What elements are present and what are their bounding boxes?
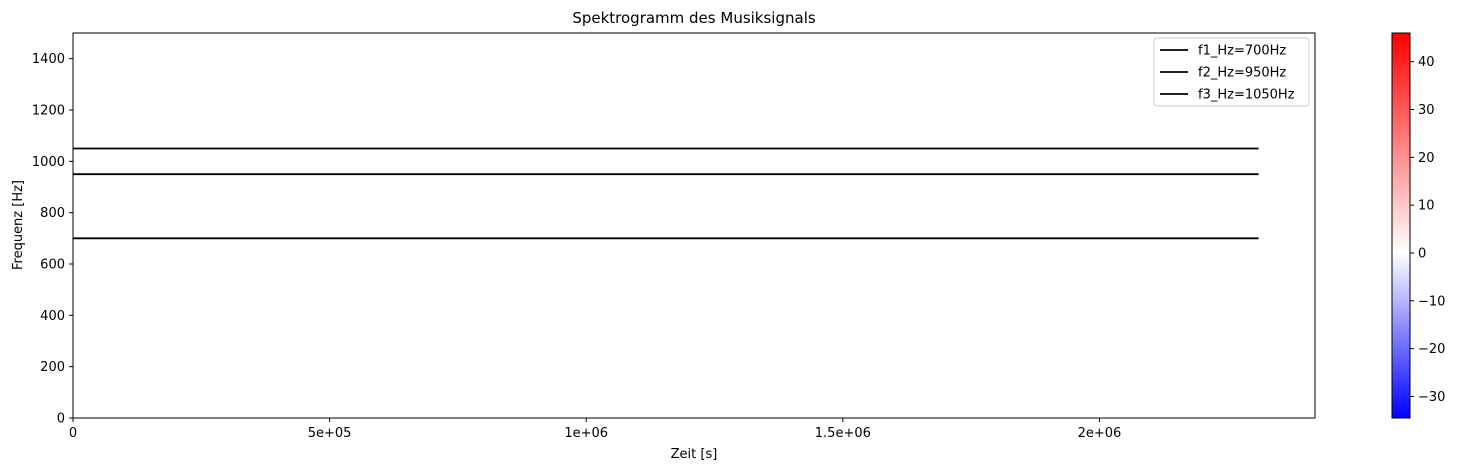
y-tick-label: 0 xyxy=(57,412,65,427)
y-tick-label: 800 xyxy=(40,206,65,221)
colorbar-tick-label: −10 xyxy=(1418,294,1445,309)
colorbar-gradient xyxy=(1392,33,1410,418)
colorbar-tick-label: 20 xyxy=(1418,151,1435,166)
x-tick-label: 0 xyxy=(69,426,77,441)
chart-title: Spektrogramm des Musiksignals xyxy=(572,9,816,27)
y-tick-label: 400 xyxy=(40,309,65,324)
legend-box xyxy=(1153,37,1310,107)
legend-label: f3_Hz=1050Hz xyxy=(1198,88,1295,103)
colorbar: −30 −20 −10 0 10 20 30 40 xyxy=(1391,32,1445,419)
x-tick-label: 2e+06 xyxy=(1078,426,1122,441)
colorbar-tick-label: −30 xyxy=(1418,390,1445,405)
legend: f1_Hz=700Hz f2_Hz=950Hz f3_Hz=1050Hz xyxy=(1153,37,1310,107)
plot-area: 0 5e+05 1e+06 1.5e+06 2e+06 0 200 400 600 800 1000… xyxy=(32,32,1316,441)
x-tick-label: 1.5e+06 xyxy=(815,426,871,441)
colorbar-tick-label: −20 xyxy=(1418,342,1445,357)
y-tick-label: 1400 xyxy=(32,52,65,67)
x-tick-label: 1e+06 xyxy=(564,426,608,441)
y-tick-label: 1000 xyxy=(32,155,65,170)
y-tick-label: 200 xyxy=(40,360,65,375)
colorbar-tick-label: 30 xyxy=(1418,103,1435,118)
y-tick-label: 600 xyxy=(40,258,65,273)
colorbar-tick-label: 10 xyxy=(1418,199,1435,214)
colorbar-frame xyxy=(1391,32,1411,419)
legend-label: f2_Hz=950Hz xyxy=(1198,66,1286,81)
x-axis-label: Zeit [s] xyxy=(671,447,718,462)
x-tick-label: 5e+05 xyxy=(308,426,352,441)
plot-frame xyxy=(72,32,1316,419)
colorbar-tick-label: 40 xyxy=(1418,55,1435,70)
y-axis-label: Frequenz [Hz] xyxy=(11,180,26,270)
colorbar-tick-label: 0 xyxy=(1418,247,1426,262)
legend-label: f1_Hz=700Hz xyxy=(1198,44,1286,59)
y-tick-label: 1200 xyxy=(32,104,65,119)
